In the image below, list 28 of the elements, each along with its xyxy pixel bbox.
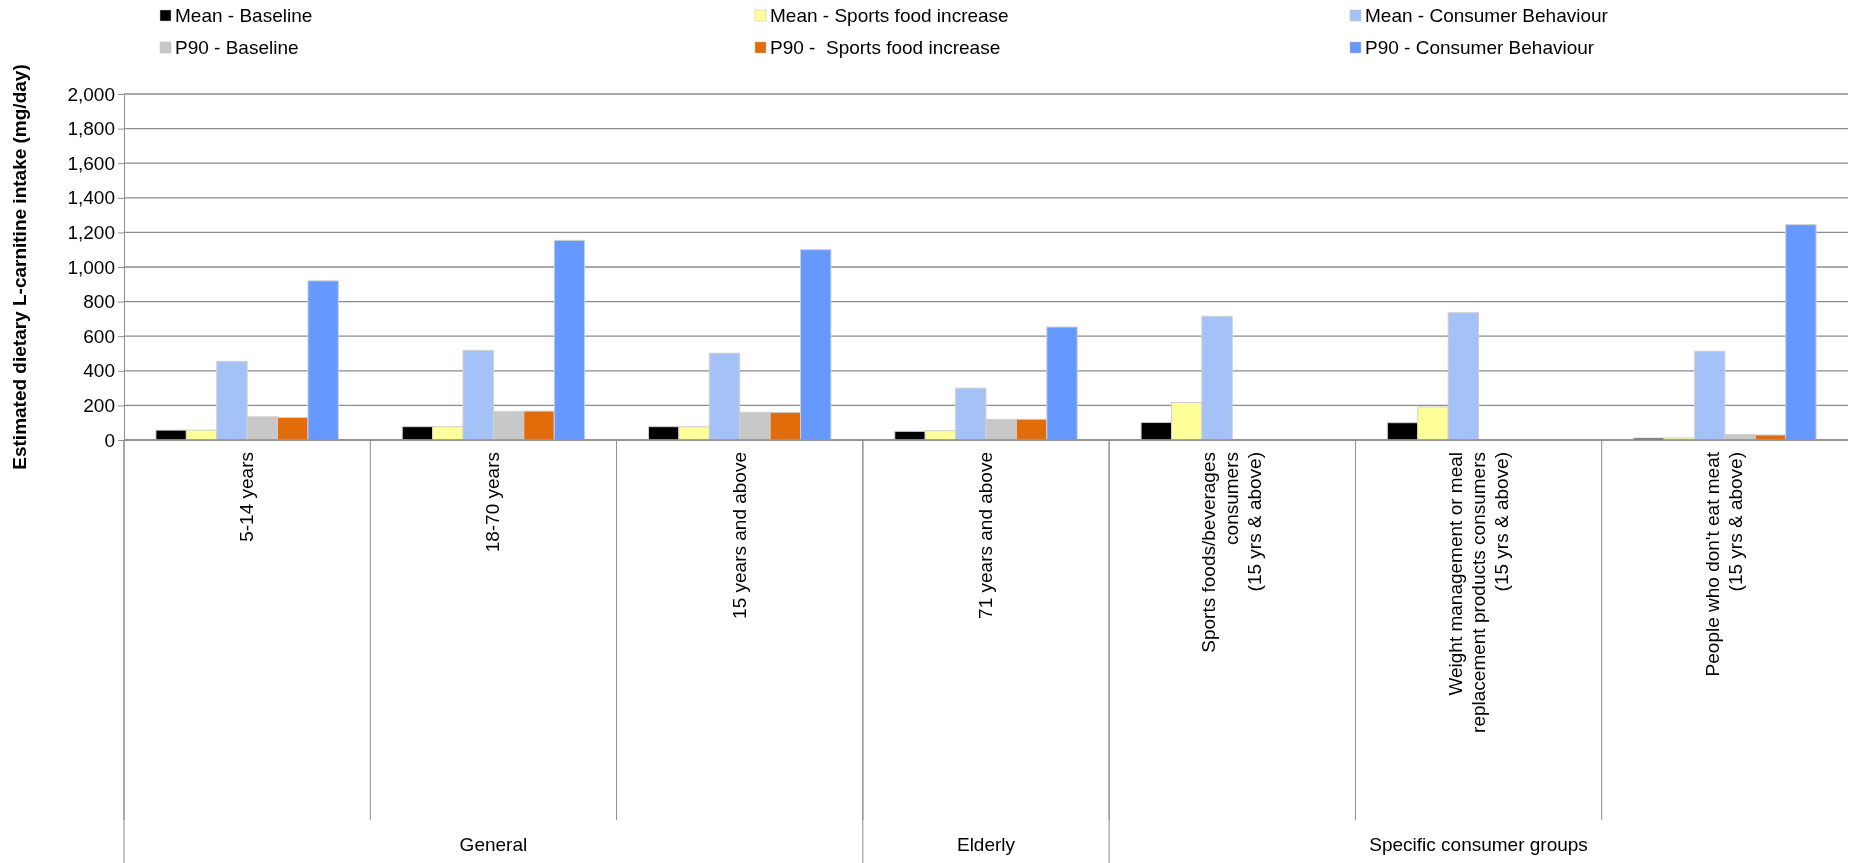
x-tick-label: 18-70 years [482, 452, 504, 553]
x-tick-label: Weight management or meal replacement products consumers (15 yrs & above) [1444, 452, 1512, 733]
x-tick-label: 71 years and above [975, 452, 996, 619]
y-tick-label: 600 [83, 325, 115, 347]
y-axis-title: Estimated dietary L-carnitine intake (mg/day) [9, 64, 30, 470]
y-tick-label: 800 [83, 291, 115, 313]
y-tick-label: 400 [83, 360, 115, 382]
y-tick-label: 1,200 [67, 221, 115, 243]
legend-label: P90 - Baseline [175, 37, 299, 58]
y-tick-label: 1,400 [67, 187, 115, 209]
legend-label: Mean - Baseline [175, 5, 313, 26]
text: Elderly [956, 834, 1016, 855]
y-tick-label: 0 [104, 429, 115, 451]
x-tick-label: People who don't eat meat (15 yrs & above) [1702, 451, 1747, 677]
legend-label: Mean - Sports food increase [770, 5, 1009, 26]
y-tick-label: 1,000 [67, 256, 115, 278]
legend-label: Mean - Consumer Behaviour [1365, 5, 1609, 26]
y-tick-label: 1,800 [67, 118, 115, 140]
text: General [459, 834, 528, 855]
legend-label: P90 - Consumer Behaviour [1365, 37, 1595, 58]
y-tick-label: 1,600 [67, 152, 115, 174]
text: Specific consumer groups [1369, 834, 1588, 855]
y-tick-label: 200 [83, 394, 115, 416]
x-tick-label: 5-14 years [236, 452, 258, 542]
y-tick-label: 2,000 [67, 83, 115, 105]
x-tick-label: Sports foods/beverages consumers (15 yrs & above) [1198, 452, 1266, 653]
x-tick-label: 15 years and above [728, 452, 750, 619]
legend-label: P90 - Sports food increase [770, 37, 1001, 58]
